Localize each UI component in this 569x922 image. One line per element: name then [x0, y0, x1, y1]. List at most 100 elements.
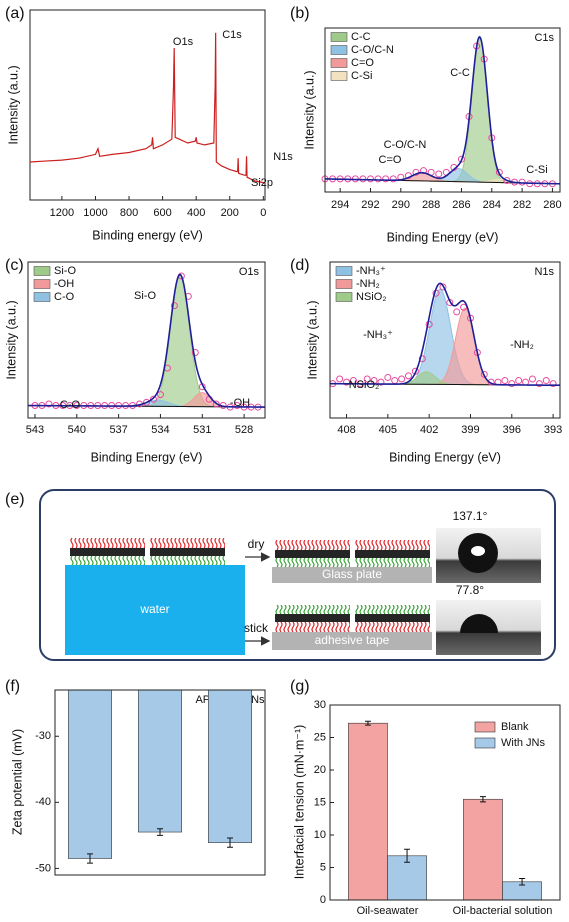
legend-swatch	[335, 279, 353, 289]
raw-point	[149, 395, 157, 403]
x-tick-label: 405	[379, 424, 397, 436]
stick-label: stick	[244, 621, 269, 635]
bar	[208, 689, 253, 843]
raw-point	[382, 175, 390, 183]
fit-envelope	[27, 273, 266, 408]
raw-point	[156, 391, 164, 399]
legend-swatch	[330, 58, 348, 68]
raw-point	[45, 400, 53, 408]
peak-annotation: O1s	[173, 36, 194, 48]
raw-point	[495, 168, 503, 176]
raw-point	[363, 375, 371, 383]
raw-point	[418, 355, 426, 363]
raw-point	[501, 377, 509, 385]
film-on-glass	[275, 540, 430, 567]
raw-point	[503, 177, 511, 185]
raw-point	[336, 375, 344, 383]
contact-angle-stick: 77.8°	[456, 583, 484, 597]
y-axis-label: Intensity (a.u.)	[305, 300, 319, 379]
y-axis-label: Interfacial tension (mN·m⁻¹)	[292, 725, 306, 880]
bar	[463, 798, 503, 901]
panel-label: (b)	[290, 5, 310, 22]
x-tick-label: 290	[392, 199, 410, 211]
legend-swatch	[33, 266, 51, 276]
raw-point	[343, 378, 351, 386]
peak-annotation: -NH₃⁺	[363, 329, 393, 341]
legend-swatch	[330, 32, 348, 42]
x-tick-label: 200	[221, 207, 239, 219]
raw-point	[457, 155, 465, 163]
peak-annotation: C-Si	[526, 164, 547, 176]
x-tick-label: 280	[543, 199, 561, 211]
x-tick-label: 294	[331, 199, 349, 211]
raw-point	[405, 372, 413, 380]
film-on-water	[70, 538, 225, 565]
raw-point	[391, 377, 399, 385]
raw-point	[233, 402, 241, 410]
x-tick-label: 800	[120, 207, 138, 219]
x-tick-label: 402	[420, 424, 438, 436]
raw-point	[542, 377, 550, 385]
x-tick-label: 540	[68, 424, 86, 436]
panel-label: (d)	[290, 257, 310, 274]
bar	[387, 855, 427, 901]
x-tick-label: 400	[187, 207, 205, 219]
error-bar	[87, 853, 93, 864]
glass-plate-label: Glass plate	[322, 567, 382, 581]
y-tick-label: -40	[35, 796, 51, 808]
raw-point	[439, 283, 447, 291]
raw-point	[549, 380, 557, 388]
error-bar	[479, 796, 486, 803]
legend-label: C-O/C-N	[351, 44, 394, 56]
plot-frame	[27, 261, 266, 419]
x-tick-label: 534	[151, 424, 169, 436]
diagram-frame	[39, 489, 556, 661]
x-axis-label: Binding energy (eV)	[92, 228, 202, 242]
raw-point	[535, 380, 543, 388]
raw-point	[366, 175, 374, 183]
raw-point	[453, 308, 461, 316]
legend-label: C=O	[351, 57, 374, 69]
error-bar	[519, 878, 526, 886]
adhesive-tape	[272, 632, 432, 650]
x-axis-label: Binding Energy (eV)	[389, 450, 501, 464]
raw-point	[212, 400, 220, 408]
x-tick-label: 282	[513, 199, 531, 211]
peak-annotation: Si-O	[134, 290, 156, 302]
legend-swatch	[474, 737, 496, 749]
raw-point	[191, 348, 199, 356]
dry-label: dry	[248, 537, 265, 551]
x-tick-label: 288	[422, 199, 440, 211]
glass-plate	[272, 567, 432, 583]
legend-label: C-Si	[351, 70, 372, 82]
fit-envelope	[329, 282, 561, 387]
y-tick-label: 25	[314, 731, 326, 743]
x-tick-label: 292	[361, 199, 379, 211]
y-axis-label: Intensity (a.u.)	[4, 300, 18, 379]
raw-point	[528, 375, 536, 383]
water-label: water	[139, 602, 169, 616]
panel-label: (f)	[5, 678, 20, 695]
legend-swatch	[330, 71, 348, 81]
error-bar	[404, 848, 411, 863]
raw-point	[480, 370, 488, 378]
raw-point	[374, 175, 382, 183]
plot-frame	[329, 261, 561, 419]
raw-point	[420, 167, 428, 175]
panel-title: N1s	[534, 266, 554, 278]
legend-label: C-C	[351, 31, 371, 43]
raw-point	[384, 373, 392, 381]
water-bath	[65, 565, 245, 655]
raw-point	[398, 375, 406, 383]
peak-annotation: C-O	[60, 399, 81, 411]
y-tick-label: -30	[35, 730, 51, 742]
legend-label: With JNs	[501, 737, 546, 749]
legend-label: Si-O	[54, 265, 76, 277]
x-tick-label: 0	[260, 207, 266, 219]
peak-annotation: NSiO₂	[349, 379, 380, 391]
legend-label: -NH₃⁺	[356, 265, 386, 277]
x-tick-label: 1200	[50, 207, 74, 219]
panel-label: (g)	[290, 678, 310, 695]
y-tick-label: 5	[320, 861, 326, 873]
